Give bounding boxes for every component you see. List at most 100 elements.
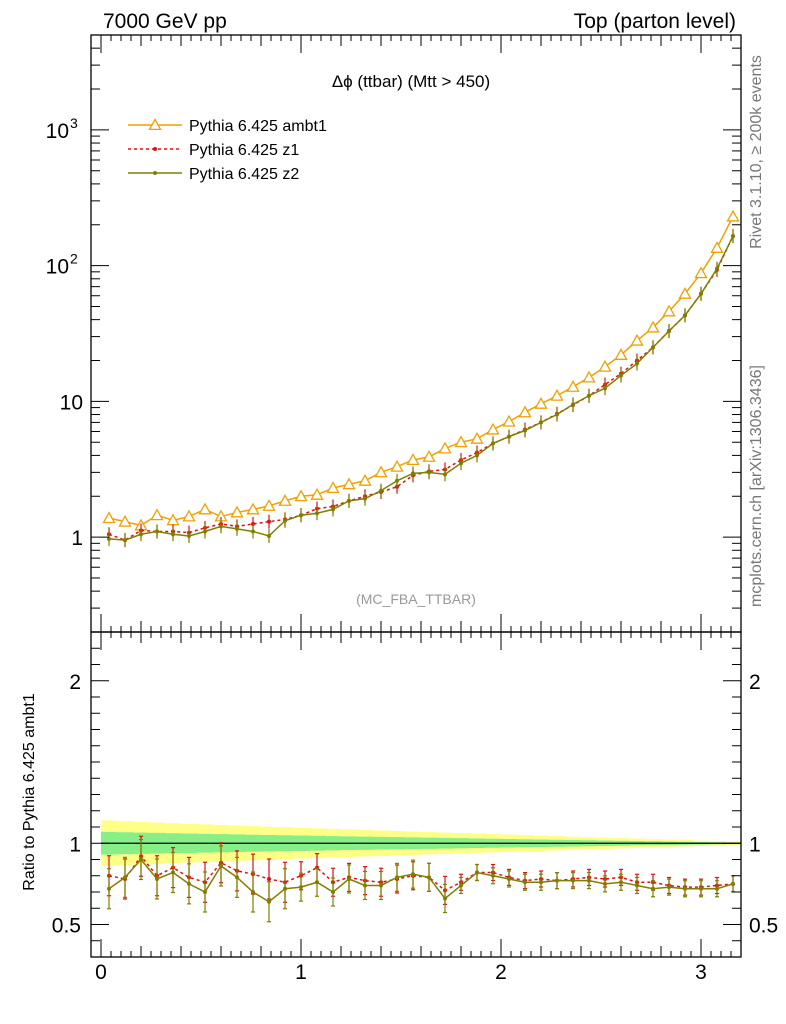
data-point — [411, 471, 415, 476]
data-point — [294, 489, 308, 502]
data-point — [443, 472, 447, 477]
data-point — [139, 532, 143, 537]
ratio-point — [203, 890, 207, 894]
data-point — [438, 441, 452, 454]
ratio-ytick-label: 2 — [69, 671, 81, 694]
ratio-point — [299, 885, 303, 890]
series-line — [108, 235, 734, 541]
ratio-point — [395, 875, 399, 880]
ratio-ylabel: Ratio to Pythia 6.425 ambt1 — [21, 693, 38, 891]
ratio-point — [347, 877, 351, 881]
ratio-point — [411, 872, 415, 877]
ratio-series-layer — [107, 835, 735, 923]
data-point — [459, 461, 463, 466]
data-point — [678, 286, 692, 299]
ratio-point — [555, 878, 559, 883]
ratio-point — [699, 886, 703, 891]
legend-label: Pythia 6.425 z1 — [189, 142, 299, 159]
main-ytick-label: 10 — [46, 256, 69, 279]
data-point — [123, 538, 127, 543]
data-point — [582, 370, 596, 383]
header-left: 7000 GeV pp — [103, 10, 227, 33]
ratio-series-line — [108, 855, 734, 892]
ratio-point — [123, 875, 127, 880]
main-ytick-label: 10 — [46, 120, 69, 143]
data-point — [683, 313, 687, 318]
data-point — [326, 481, 340, 494]
legend: Pythia 6.425 ambt1 Pythia 6.425 z1 Pythia … — [128, 118, 327, 183]
data-point — [646, 320, 660, 333]
main-watermark: (MC_FBA_TTBAR) — [356, 591, 476, 607]
data-point — [731, 234, 735, 239]
xtick-label: 1 — [295, 961, 307, 984]
ratio-point — [603, 881, 607, 886]
data-point — [379, 488, 383, 493]
data-point — [502, 414, 516, 427]
data-point — [662, 304, 676, 317]
ratio-point — [571, 878, 575, 883]
data-point — [107, 536, 111, 541]
data-point — [251, 529, 255, 534]
xtick-label: 0 — [95, 961, 107, 984]
ratio-point — [107, 886, 111, 891]
data-point — [374, 465, 388, 478]
ratio-ytick-label: 1 — [69, 833, 81, 856]
ratio-point — [155, 877, 159, 881]
data-point — [539, 420, 543, 425]
data-point — [267, 519, 271, 524]
data-point — [235, 526, 239, 531]
main-ytick-exponent: 3 — [70, 115, 78, 131]
data-point — [198, 502, 212, 515]
ratio-point — [267, 899, 271, 904]
data-point — [331, 507, 335, 512]
data-point — [310, 487, 324, 500]
data-point — [486, 422, 500, 435]
ratio-point — [315, 880, 319, 885]
data-point — [699, 291, 703, 296]
ratio-point — [187, 881, 191, 886]
ratio-series-line — [108, 858, 734, 903]
ratio-point — [219, 864, 223, 868]
ratio-point — [427, 875, 431, 880]
data-point — [635, 361, 639, 366]
ratio-point — [139, 857, 143, 862]
side-label-mcplots: mcplots.cern.ch [arXiv:1306.3436] — [748, 365, 765, 607]
data-point — [571, 402, 575, 407]
data-point — [715, 266, 719, 271]
data-point — [534, 396, 548, 409]
ratio-frame — [90, 631, 742, 958]
data-point — [710, 241, 724, 253]
data-point — [566, 379, 580, 392]
data-point — [203, 529, 207, 534]
ratio-point — [507, 877, 511, 881]
data-point — [187, 533, 191, 538]
data-point — [667, 328, 671, 333]
data-point — [523, 428, 527, 433]
data-point — [347, 498, 351, 503]
data-point — [619, 373, 623, 378]
data-point — [694, 266, 708, 279]
main-ytick-label: 1 — [71, 527, 83, 550]
data-point — [219, 524, 223, 529]
data-point — [278, 494, 292, 506]
legend-marker — [153, 147, 157, 151]
main-ytick-label: 10 — [60, 391, 83, 414]
data-point — [470, 431, 484, 444]
ratio-point — [587, 878, 591, 883]
ratio-point — [363, 883, 367, 888]
legend-marker — [153, 171, 157, 175]
data-point — [598, 359, 612, 372]
ratio-point — [731, 881, 735, 886]
ratio-point — [619, 880, 623, 885]
series-line — [108, 216, 734, 527]
ratio-ytick-label: 0.5 — [52, 915, 81, 938]
data-point — [182, 509, 196, 522]
data-point — [651, 345, 655, 350]
data-point — [518, 405, 532, 418]
ratio-point — [267, 877, 271, 881]
ratio-point — [171, 870, 175, 875]
ratio-panel: 0.5 0.5 1 1 2 2 0 1 2 3 Ratio to Pythia 6.425 amb… — [21, 631, 778, 984]
data-point — [230, 505, 244, 518]
